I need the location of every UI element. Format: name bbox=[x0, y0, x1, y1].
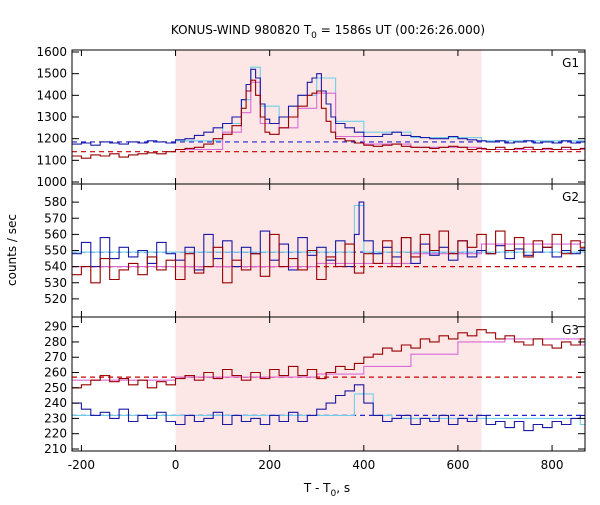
panel-g1-blue-series bbox=[72, 68, 585, 146]
panel-g3-ytick-label: 230 bbox=[44, 411, 67, 425]
xtick-label: 200 bbox=[258, 458, 281, 472]
xtick-label: 0 bbox=[172, 458, 180, 472]
panel-g3-ytick-label: 280 bbox=[44, 335, 67, 349]
panel-g1-ytick-label: 1500 bbox=[36, 67, 67, 81]
panel-g1-ytick-label: 1400 bbox=[36, 88, 67, 102]
panel-g2-red-series bbox=[72, 230, 585, 284]
panel-g3-ytick-label: 250 bbox=[44, 381, 67, 395]
panel-g2-name: G2 bbox=[562, 190, 579, 204]
y-axis-title: counts / sec bbox=[5, 214, 19, 286]
panel-g2-ytick-label: 570 bbox=[44, 211, 67, 225]
panel-g3-red-series bbox=[72, 329, 585, 389]
x-axis-title: T - T0, s bbox=[303, 481, 350, 499]
panel-g3-ytick-label: 290 bbox=[44, 320, 67, 334]
panel-g1-ytick-label: 1100 bbox=[36, 153, 67, 167]
panel-g2-ytick-label: 530 bbox=[44, 276, 67, 290]
panel-g3-frame bbox=[71, 316, 586, 452]
xtick-label: 400 bbox=[352, 458, 375, 472]
panel-g3-ytick-label: 210 bbox=[44, 442, 67, 456]
panel-g2-ytick-label: 540 bbox=[44, 260, 67, 274]
panel-g3-name: G3 bbox=[562, 323, 579, 337]
panel-g2-plot-area bbox=[72, 201, 585, 284]
panel-g2-ytick-label: 520 bbox=[44, 292, 67, 306]
panel-g3-ytick-label: 270 bbox=[44, 350, 67, 364]
panel-g3-ytick-label: 240 bbox=[44, 396, 67, 410]
panel-g1-ytick-label: 1300 bbox=[36, 110, 67, 124]
panel-g2-blue-series bbox=[72, 201, 585, 271]
panel-g3-ytick-label: 220 bbox=[44, 427, 67, 441]
panel-g1: 1000 1100 1200 1300 1400 1500 1600 G1 bbox=[36, 45, 586, 189]
xlabel-main: T - T bbox=[303, 481, 331, 495]
panel-g2-ytick-label: 550 bbox=[44, 244, 67, 258]
panel-g3-plot-area bbox=[72, 329, 585, 432]
panel-g3-blue-series bbox=[72, 384, 585, 432]
panels-layer: 1000110012001300140015001600G15205305405… bbox=[36, 45, 586, 472]
panel-g3-ytick-label: 260 bbox=[44, 366, 67, 380]
xtick-label: -200 bbox=[68, 458, 95, 472]
panel-g1-ytick-label: 1200 bbox=[36, 132, 67, 146]
panel-g2: 520 530 540 550 560 570 580 G2 bbox=[44, 183, 586, 318]
xtick-label: 800 bbox=[541, 458, 564, 472]
title-subscript: 0 bbox=[311, 31, 317, 41]
panel-g1-ytick-label: 1000 bbox=[36, 175, 67, 189]
panel-g3-highlight-interval bbox=[175, 317, 482, 451]
xtick-label: 600 bbox=[446, 458, 469, 472]
title-rest: = 1586s UT (00:26:26.000) bbox=[317, 23, 485, 37]
chart-title: KONUS-WIND 980820 T0 = 1586s UT (00:26:2… bbox=[171, 23, 485, 41]
panel-g1-highlight-interval bbox=[175, 50, 482, 184]
panel-g1-plot-area bbox=[72, 66, 585, 159]
xlabel-rest: , s bbox=[336, 481, 350, 495]
xlabel-subscript: 0 bbox=[331, 489, 337, 499]
panel-g1-name: G1 bbox=[562, 56, 579, 70]
panel-g1-red-series bbox=[72, 79, 585, 159]
panel-g2-ytick-label: 580 bbox=[44, 195, 67, 209]
title-main: KONUS-WIND 980820 T bbox=[171, 23, 312, 37]
panel-g2-ytick-label: 560 bbox=[44, 227, 67, 241]
panel-g1-ytick-label: 1600 bbox=[36, 45, 67, 59]
